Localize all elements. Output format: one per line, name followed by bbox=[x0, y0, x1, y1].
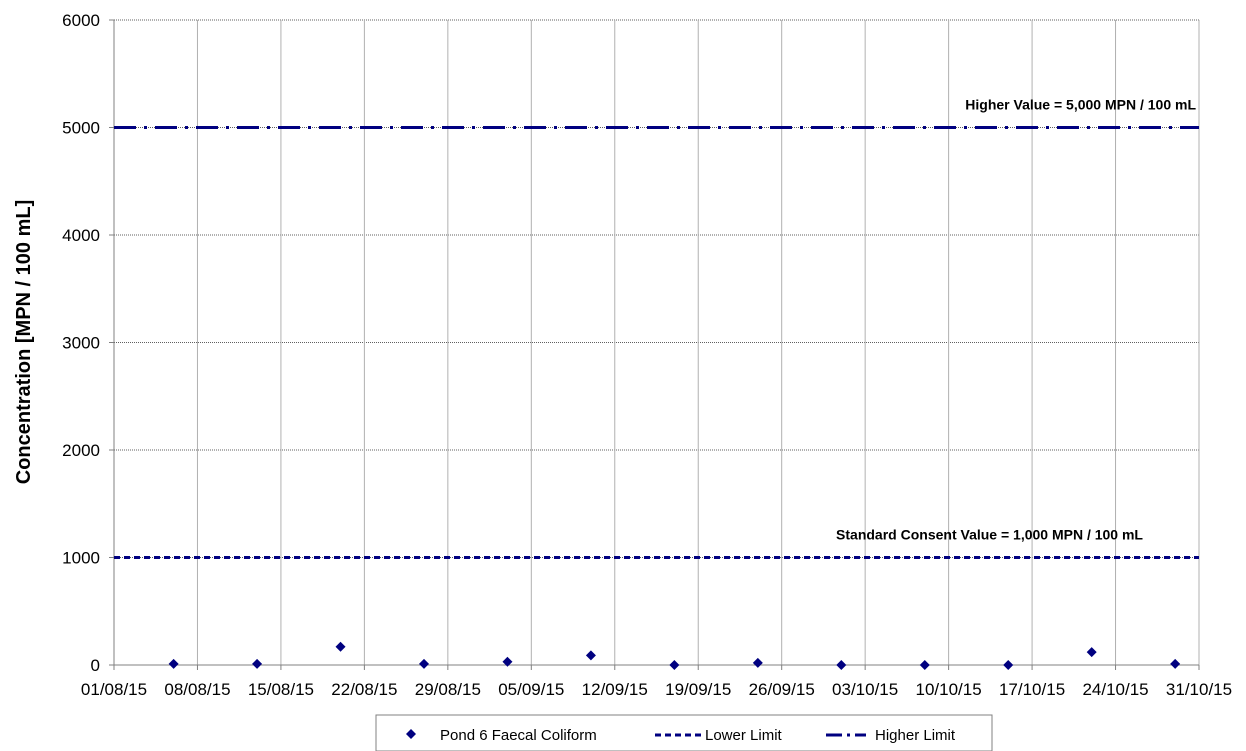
legend-label-lower-limit: Lower Limit bbox=[705, 727, 783, 744]
limit-annotation: Higher Value = 5,000 MPN / 100 mL bbox=[965, 97, 1196, 113]
x-tick-label: 24/10/15 bbox=[1082, 680, 1148, 699]
data-point bbox=[335, 641, 346, 652]
limit-annotation: Standard Consent Value = 1,000 MPN / 100… bbox=[836, 527, 1143, 543]
data-point bbox=[419, 658, 429, 669]
x-tick-label: 29/08/15 bbox=[415, 680, 481, 699]
data-points bbox=[168, 641, 1181, 670]
data-point bbox=[752, 657, 763, 668]
y-tick-label: 3000 bbox=[62, 334, 100, 353]
x-tick-label: 12/09/15 bbox=[582, 680, 648, 699]
x-tick-labels: 01/08/15 08/08/15 15/08/15 22/08/15 29/08/15… bbox=[81, 680, 1232, 699]
data-point bbox=[502, 656, 513, 667]
limit-lines bbox=[114, 126, 1199, 559]
legend-label-higher-limit: Higher Limit bbox=[875, 727, 956, 744]
y-tick-label: 6000 bbox=[62, 11, 100, 30]
legend-item-pond6: Pond 6 Faecal Coliform bbox=[406, 727, 597, 744]
y-tick-label: 2000 bbox=[62, 441, 100, 460]
x-tick-label: 31/10/15 bbox=[1166, 680, 1232, 699]
y-tick-label: 5000 bbox=[62, 119, 100, 138]
data-point bbox=[1170, 658, 1181, 669]
legend-diamond-marker bbox=[406, 729, 416, 739]
legend-item-lower-limit: Lower Limit bbox=[655, 727, 783, 744]
y-tick-label: 4000 bbox=[62, 226, 100, 245]
x-tick-label: 22/08/15 bbox=[331, 680, 397, 699]
data-point bbox=[168, 658, 179, 669]
legend-item-higher-limit: Higher Limit bbox=[826, 727, 956, 744]
y-tick-labels: 0 1000 2000 3000 4000 5000 6000 bbox=[62, 11, 100, 675]
limit-annotations: Standard Consent Value = 1,000 MPN / 100… bbox=[836, 97, 1196, 543]
data-point bbox=[252, 658, 263, 669]
data-point bbox=[919, 660, 930, 670]
data-point bbox=[669, 660, 680, 670]
legend: Pond 6 Faecal Coliform Lower Limit Highe… bbox=[375, 714, 993, 751]
legend-label-pond6: Pond 6 Faecal Coliform bbox=[440, 727, 597, 744]
x-tick-label: 17/10/15 bbox=[999, 680, 1065, 699]
legend-box bbox=[375, 714, 993, 751]
x-tick-label: 05/09/15 bbox=[498, 680, 564, 699]
x-tick-label: 15/08/15 bbox=[248, 680, 314, 699]
x-tick-label: 10/10/15 bbox=[916, 680, 982, 699]
x-tick-label: 08/08/15 bbox=[164, 680, 230, 699]
data-point bbox=[585, 650, 596, 661]
data-point bbox=[836, 660, 847, 670]
x-tick-label: 26/09/15 bbox=[749, 680, 815, 699]
x-tick-label: 01/08/15 bbox=[81, 680, 147, 699]
x-tick-label: 19/09/15 bbox=[665, 680, 731, 699]
y-tick-label: 0 bbox=[91, 656, 100, 675]
data-point bbox=[1086, 647, 1097, 658]
y-tick-label: 1000 bbox=[62, 549, 100, 568]
x-tick-label: 03/10/15 bbox=[832, 680, 898, 699]
y-axis-label: Concentration [MPN / 100 mL] bbox=[13, 200, 35, 484]
data-point bbox=[1003, 660, 1014, 670]
